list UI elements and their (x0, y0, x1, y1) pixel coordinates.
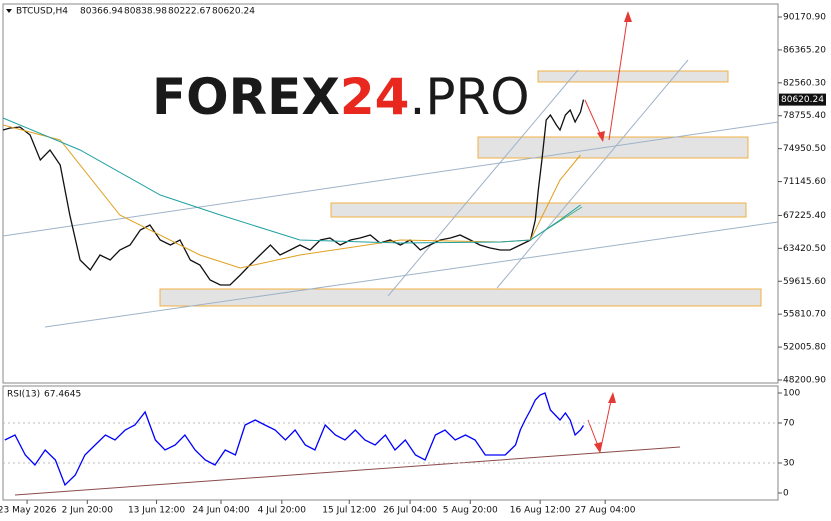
zone (477, 136, 749, 159)
price-line (2, 117, 581, 244)
y-tick-label: 59615.60 (783, 277, 826, 287)
watermark-pro: .PRO (409, 68, 529, 126)
trend-line (2, 121, 779, 237)
y-tick-label: 86365.20 (783, 45, 826, 55)
x-tick-label: 2 Jun 20:00 (62, 506, 114, 516)
y-tick-label: 70 (783, 419, 795, 429)
y-tick-label: 90170.90 (783, 13, 826, 23)
price-tag (779, 93, 826, 106)
rsi-arrow (599, 395, 613, 453)
arrow-head (597, 131, 605, 142)
arrow-head (608, 392, 616, 403)
y-tick-label: 67225.40 (783, 211, 826, 221)
close: 80620.24 (212, 7, 255, 17)
y-tick-label: 48200.90 (783, 375, 826, 385)
y-tick-label: 52005.80 (783, 343, 826, 353)
x-tick-label: 15 Jul 12:00 (322, 506, 376, 516)
price-panel (2, 3, 779, 384)
x-tick-label: 23 May 2026 (0, 506, 57, 516)
x-tick-label: 13 Jun 12:00 (128, 506, 185, 516)
high: 80838.98 (124, 7, 167, 17)
y-tick-label: 100 (783, 389, 800, 399)
x-tick-label: 4 Jul 20:00 (258, 506, 307, 516)
y-tick-label: 78755.40 (783, 111, 826, 121)
y-tick-label: 30 (783, 459, 795, 469)
price-line (2, 99, 585, 286)
y-tick-label: 71145.60 (783, 177, 826, 187)
forecast-arrow (608, 13, 629, 141)
watermark: FOREX24.PRO (152, 68, 530, 126)
zone (330, 202, 747, 218)
channel-line (496, 59, 689, 289)
rsi-trend-line (14, 446, 681, 496)
symbol: BTCUSD,H4 (16, 7, 68, 17)
y-tick-label: 82560.30 (783, 78, 826, 88)
y-tick-label: 0 (783, 489, 789, 499)
header-icon (6, 9, 12, 13)
zone (537, 70, 729, 83)
open: 80366.94 (80, 7, 123, 17)
y-tick-label: 55810.70 (783, 310, 826, 320)
price-line (4, 392, 585, 487)
low: 80222.67 (168, 7, 211, 17)
x-tick-label: 5 Aug 20:00 (443, 506, 498, 516)
price-tag-label: 80620.24 (781, 95, 824, 105)
arrow-head (624, 11, 632, 22)
watermark-24: 24 (340, 68, 410, 126)
y-tick-label: 74950.50 (783, 144, 826, 154)
annotations (2, 11, 779, 496)
x-tick-label: 16 Aug 12:00 (510, 506, 571, 516)
rsi-title: RSI(13) (7, 390, 40, 400)
trend-line (44, 221, 779, 328)
rsi-panel (2, 385, 779, 501)
x-tick-label: 27 Aug 04:00 (575, 506, 636, 516)
zone (159, 288, 762, 307)
x-tick-label: 26 Jul 04:00 (383, 506, 437, 516)
channel-line (387, 69, 579, 297)
watermark-forex: FOREX (152, 68, 340, 126)
price-line (2, 124, 581, 269)
x-tick-label: 24 Jun 04:00 (192, 506, 249, 516)
rsi-last-value: 67.4645 (44, 390, 81, 400)
y-tick-label: 63420.50 (783, 244, 826, 254)
